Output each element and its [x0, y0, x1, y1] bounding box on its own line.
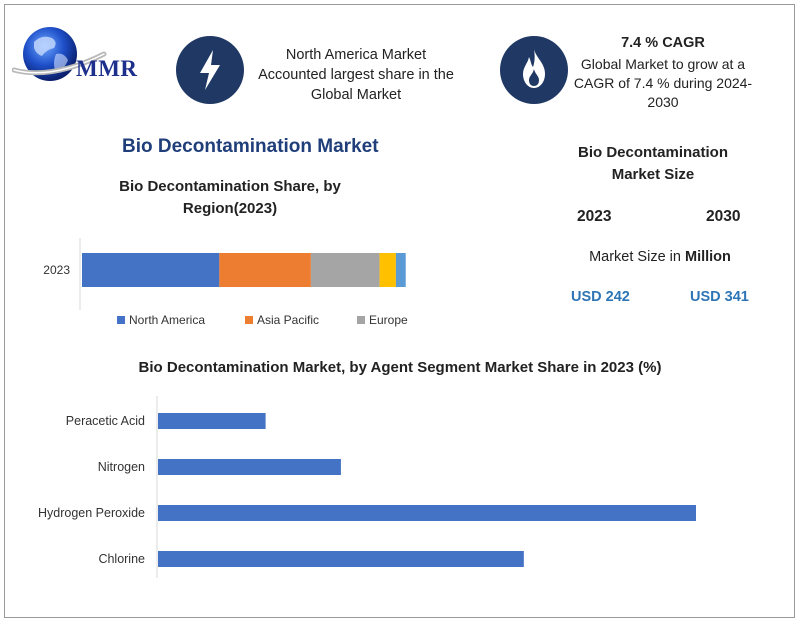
region-bar-segment-2 — [219, 253, 311, 287]
region-chart-title-line-1: Bio Decontamination Share, by — [119, 178, 341, 195]
legend-swatch-2 — [245, 316, 253, 324]
market-size-title: Bio Decontamination Market Size — [553, 142, 753, 186]
region-bar-segment-5 — [395, 253, 406, 287]
flame-icon — [500, 36, 568, 104]
region-bar-segment-1 — [82, 253, 220, 287]
agent-share-chart: Peracetic Acid Nitrogen Hydrogen Peroxide C… — [38, 396, 696, 578]
agent-chart-title: Bio Decontamination Market, by Agent Seg… — [138, 359, 662, 376]
value-start: USD 242 — [571, 289, 630, 305]
cagr-line-3: 2030 — [647, 94, 679, 110]
section-title: Bio Decontamination Market — [122, 136, 379, 157]
legend-label-1: North America — [129, 313, 205, 327]
region-bars — [82, 253, 406, 287]
agent-bar-4 — [158, 551, 524, 567]
agent-bar-1 — [158, 413, 266, 429]
agent-category-label-1: Peracetic Acid — [66, 414, 145, 428]
agent-category-label-3: Hydrogen Peroxide — [38, 506, 145, 520]
cagr-description: Global Market to grow at a CAGR of 7.4 %… — [565, 55, 761, 112]
agent-category-label-2: Nitrogen — [98, 460, 145, 474]
year-start: 2023 — [577, 208, 612, 225]
market-size-unit: Market Size in Million — [560, 249, 760, 265]
region-legend: North America Asia Pacific Europe — [117, 313, 408, 327]
region-highlight: North America Market Accounted largest s… — [236, 45, 476, 105]
market-size-title-line-2: Market Size — [611, 166, 695, 183]
unit-prefix: Market Size in — [589, 249, 685, 265]
cagr-title: 7.4 % CAGR — [621, 35, 705, 51]
region-chart-title: Bio Decontamination Share, by Region(202… — [100, 176, 360, 220]
cagr-line-1: Global Market to grow at a — [580, 56, 746, 72]
logo-text: MMR — [76, 56, 138, 81]
market-size-title-line-1: Bio Decontamination — [577, 144, 728, 161]
lightning-icon — [176, 36, 244, 104]
region-share-chart: 2023 North America Asia Pacific Europe — [43, 238, 408, 327]
legend-label-2: Asia Pacific — [257, 313, 319, 327]
value-end: USD 341 — [690, 289, 749, 305]
year-end: 2030 — [706, 208, 741, 225]
agent-bar-3 — [158, 505, 696, 521]
agent-bar-2 — [158, 459, 341, 475]
region-category-label: 2023 — [43, 263, 70, 277]
agent-category-label-4: Chlorine — [98, 552, 145, 566]
legend-swatch-3 — [357, 316, 365, 324]
unit-bold: Million — [684, 249, 731, 265]
cagr-line-2: CAGR of 7.4 % during 2024- — [573, 75, 753, 91]
infographic-frame — [4, 4, 795, 618]
region-line-1: North America Market — [285, 47, 427, 63]
region-bar-segment-4 — [379, 253, 396, 287]
globe-icon — [12, 27, 107, 81]
legend-label-3: Europe — [369, 313, 408, 327]
legend-swatch-1 — [117, 316, 125, 324]
agent-bars: Peracetic Acid Nitrogen Hydrogen Peroxide C… — [38, 413, 696, 567]
region-line-3: Global Market — [310, 87, 402, 103]
region-bar-segment-3 — [310, 253, 380, 287]
region-chart-title-line-2: Region(2023) — [182, 200, 278, 217]
region-line-2: Accounted largest share in the — [258, 67, 454, 83]
